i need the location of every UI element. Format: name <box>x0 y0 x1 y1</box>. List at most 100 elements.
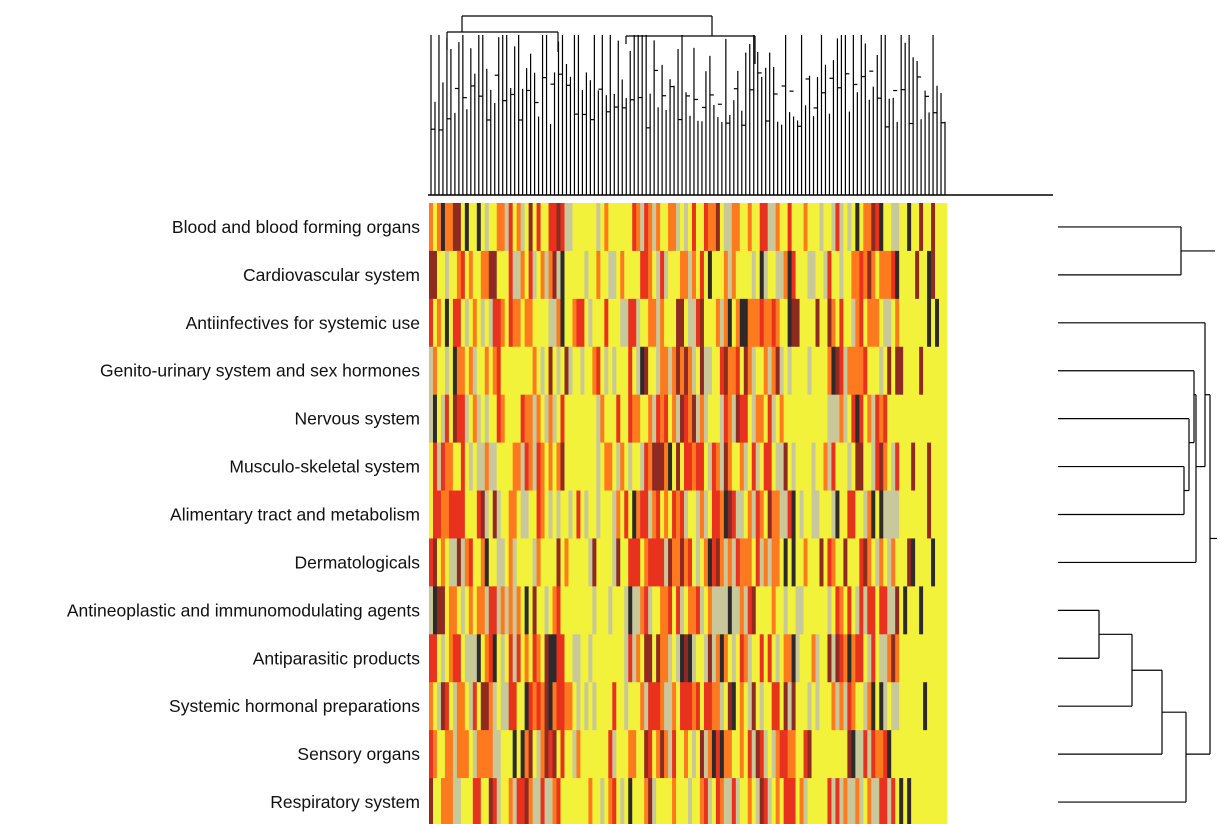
heatmap-cell <box>779 586 785 635</box>
heatmap-cell <box>791 203 796 252</box>
heatmap-cell <box>600 442 605 491</box>
heatmap-cell <box>939 298 944 348</box>
heatmap-cell <box>879 682 884 731</box>
heatmap-cell <box>915 490 920 539</box>
heatmap-cell <box>707 730 713 779</box>
heatmap-cell <box>492 442 498 491</box>
heatmap-cell <box>460 682 466 731</box>
heatmap-cell <box>624 730 629 779</box>
heatmap-cell <box>831 346 836 396</box>
heatmap-cell <box>867 490 872 539</box>
heatmap-cell <box>600 538 605 587</box>
heatmap-cell <box>452 442 458 491</box>
heatmap-cell <box>887 778 892 824</box>
heatmap-cell <box>839 778 844 824</box>
heatmap-cell <box>911 778 916 824</box>
heatmap-cell <box>723 682 729 731</box>
row-label: Respiratory system <box>270 792 420 812</box>
heatmap-cell <box>620 634 625 683</box>
heatmap-cell <box>644 442 649 491</box>
heatmap-cell <box>644 250 649 300</box>
heatmap-cell <box>544 682 549 731</box>
heatmap-cell <box>771 586 777 635</box>
heatmap-cell <box>672 394 677 444</box>
heatmap-cell <box>644 682 649 731</box>
heatmap-cell <box>871 442 876 491</box>
heatmap-cell <box>863 730 868 779</box>
heatmap-cell <box>739 442 745 491</box>
heatmap-cell <box>691 634 697 683</box>
heatmap-cell <box>751 346 757 396</box>
heatmap-cell <box>819 346 824 396</box>
heatmap-cell <box>636 778 641 824</box>
heatmap-cell <box>524 778 530 824</box>
heatmap-cell <box>480 298 486 348</box>
heatmap-cell <box>823 442 828 491</box>
heatmap-cell <box>875 634 880 683</box>
heatmap-cell <box>472 394 478 444</box>
heatmap-cell <box>915 298 920 348</box>
heatmap-cell <box>795 682 800 731</box>
heatmap-cell <box>927 490 932 539</box>
heatmap-cell <box>695 538 701 587</box>
heatmap-cell <box>460 538 466 587</box>
heatmap-cell <box>429 490 434 539</box>
heatmap-cell <box>931 778 936 824</box>
heatmap-cell <box>767 490 773 539</box>
heatmap-cell <box>644 634 649 683</box>
heatmap-cell <box>911 203 916 252</box>
heatmap-cell <box>767 394 773 444</box>
heatmap-cell <box>516 298 522 348</box>
heatmap-cell <box>895 394 900 444</box>
heatmap-cell <box>823 394 828 444</box>
heatmap-cell <box>867 730 872 779</box>
heatmap-cell <box>907 682 912 731</box>
heatmap-cell <box>883 490 888 539</box>
heatmap-cell <box>448 586 454 635</box>
heatmap-cell <box>727 490 733 539</box>
heatmap-cell <box>875 730 880 779</box>
heatmap-cell <box>432 203 438 252</box>
heatmap-cell <box>432 346 438 396</box>
heatmap-cell <box>867 298 872 348</box>
heatmap-cell <box>763 634 769 683</box>
heatmap-cell <box>580 298 585 348</box>
heatmap-cell <box>540 346 545 396</box>
heatmap-cell <box>727 586 733 635</box>
heatmap-cell <box>799 490 804 539</box>
heatmap-cell <box>576 442 581 491</box>
heatmap-cell <box>735 682 741 731</box>
heatmap-cell <box>524 250 530 300</box>
heatmap-cell <box>612 250 617 300</box>
heatmap-cell <box>500 682 506 731</box>
heatmap-cell <box>895 682 900 731</box>
heatmap-cell <box>524 730 530 779</box>
heatmap-cell <box>787 203 792 252</box>
heatmap-cell <box>899 586 904 635</box>
heatmap-cell <box>564 250 569 300</box>
heatmap-cell <box>568 442 573 491</box>
heatmap-cell <box>580 778 585 824</box>
heatmap-cell <box>827 203 832 252</box>
heatmap-cell <box>520 442 526 491</box>
heatmap-cell <box>795 490 800 539</box>
heatmap-cell <box>660 682 665 731</box>
heatmap-cell <box>620 490 625 539</box>
heatmap-cell <box>815 634 820 683</box>
heatmap-cell <box>839 634 844 683</box>
heatmap-cell <box>783 682 789 731</box>
heatmap-cell <box>616 634 621 683</box>
heatmap-cell <box>604 203 609 252</box>
heatmap-cell <box>759 682 765 731</box>
heatmap-cell <box>855 778 860 824</box>
heatmap-cell <box>516 682 522 731</box>
heatmap-cell <box>476 250 482 300</box>
heatmap-cell <box>564 586 569 635</box>
heatmap-cell <box>612 203 617 252</box>
heatmap-cell <box>943 250 948 300</box>
heatmap-cell <box>576 778 581 824</box>
heatmap-cell <box>464 394 470 444</box>
heatmap-cell <box>444 250 450 300</box>
heatmap-cell <box>847 682 852 731</box>
heatmap-cell <box>432 634 438 683</box>
